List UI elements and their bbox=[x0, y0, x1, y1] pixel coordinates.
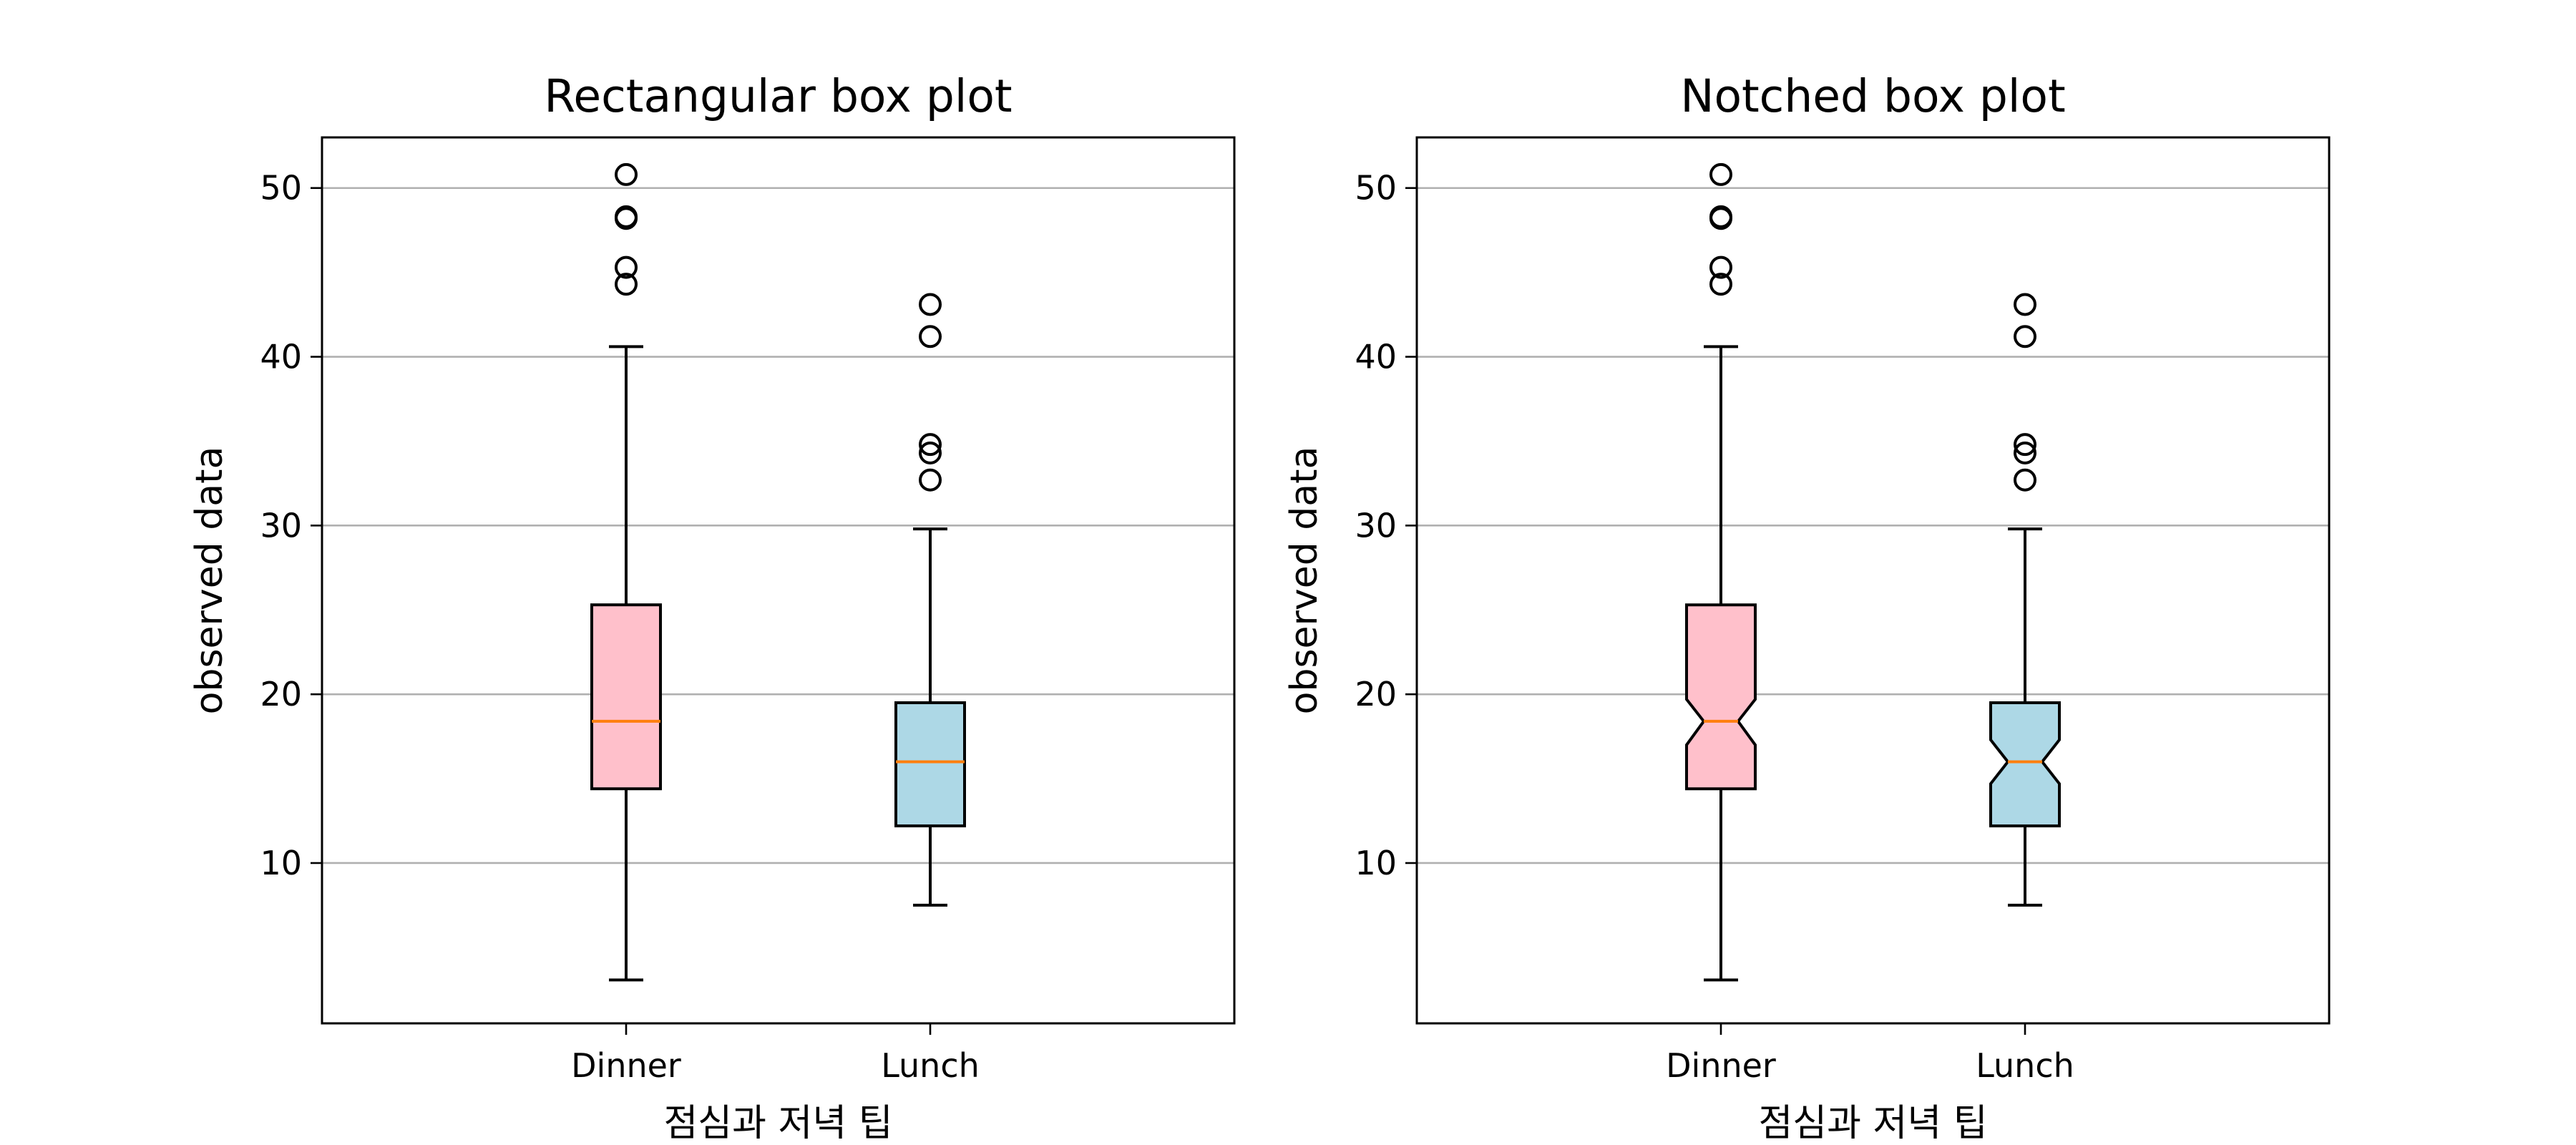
outlier-point bbox=[2014, 325, 2036, 349]
outlier-point bbox=[615, 205, 638, 228]
outlier-point bbox=[615, 162, 638, 186]
chart-title: Notched box plot bbox=[1680, 70, 2065, 122]
box-lunch bbox=[894, 293, 966, 907]
y-tick-label: 50 bbox=[260, 169, 302, 208]
x-tick-label: Dinner bbox=[571, 1046, 681, 1085]
outlier-point bbox=[2014, 468, 2036, 492]
box-body bbox=[894, 701, 966, 828]
y-tick-label: 40 bbox=[1355, 338, 1397, 376]
notched-box-plot-panel: 10 20 30 40 50 Dinner Lunch Notched box plot 점심과… bbox=[1283, 70, 2331, 1145]
y-tick-label: 30 bbox=[1355, 506, 1397, 545]
outlier-point bbox=[919, 441, 942, 464]
axes-frame bbox=[1415, 136, 2331, 1025]
y-tick-label: 10 bbox=[260, 844, 302, 882]
box-body bbox=[590, 603, 662, 791]
outlier-point bbox=[919, 325, 942, 349]
box-lunch bbox=[1989, 293, 2061, 907]
y-tick-label: 20 bbox=[1355, 675, 1397, 713]
y-axis-label: observed data bbox=[1283, 447, 1326, 715]
y-axis-label: observed data bbox=[188, 447, 231, 715]
axes-frame bbox=[321, 136, 1236, 1025]
y-tick-label: 10 bbox=[1355, 844, 1397, 882]
outlier-point bbox=[615, 255, 638, 279]
outlier-point bbox=[1709, 205, 1732, 228]
outlier-point bbox=[919, 433, 942, 457]
x-tick-label: Lunch bbox=[881, 1046, 980, 1085]
outlier-point bbox=[1709, 255, 1732, 279]
rectangular-box-plot-panel: 10 20 30 40 50 Dinner Lunch Rectangular box plo… bbox=[188, 70, 1236, 1145]
y-tick-label: 30 bbox=[260, 506, 302, 545]
box-dinner bbox=[1685, 162, 1757, 982]
x-axis-label: 점심과 저녁 팁 bbox=[1758, 1102, 1987, 1145]
outlier-point bbox=[2014, 441, 2036, 464]
box-dinner bbox=[590, 162, 662, 982]
outlier-point bbox=[2014, 433, 2036, 457]
outlier-point bbox=[1709, 273, 1732, 296]
notched-box bbox=[1989, 701, 2061, 828]
outlier-point bbox=[919, 293, 942, 316]
y-tick-label: 20 bbox=[260, 675, 302, 713]
y-tick-label: 40 bbox=[260, 338, 302, 376]
x-tick-label: Dinner bbox=[1666, 1046, 1776, 1085]
x-tick-label: Lunch bbox=[1976, 1046, 2074, 1085]
y-tick-label: 50 bbox=[1355, 169, 1397, 208]
outlier-point bbox=[615, 273, 638, 296]
chart-title: Rectangular box plot bbox=[544, 70, 1012, 122]
outlier-point bbox=[2014, 293, 2036, 316]
outlier-point bbox=[919, 468, 942, 492]
x-axis-label: 점심과 저녁 팁 bbox=[663, 1102, 892, 1145]
outlier-point bbox=[1709, 162, 1732, 186]
notched-box bbox=[1685, 603, 1757, 791]
